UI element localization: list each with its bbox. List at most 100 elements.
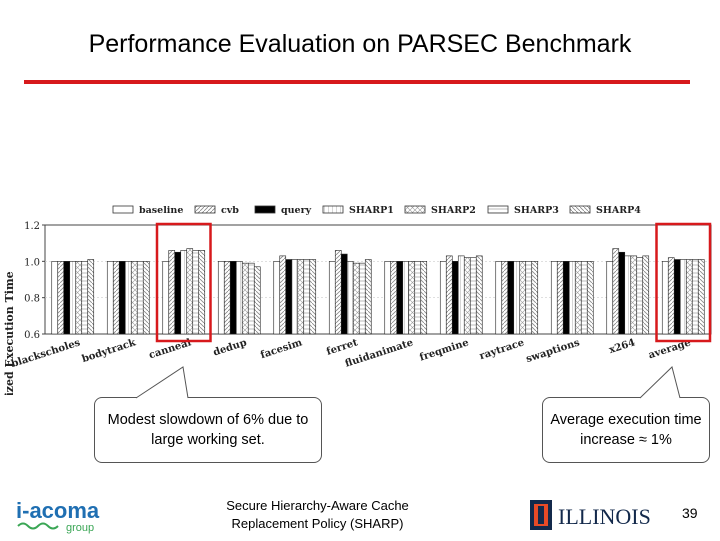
legend-label: query — [281, 205, 312, 216]
bar — [112, 261, 120, 335]
bar — [124, 261, 132, 335]
bar — [420, 261, 428, 335]
logo-left-text: i-acoma — [16, 498, 100, 523]
legend-swatch — [254, 205, 276, 214]
bar — [346, 261, 354, 335]
footer-text: Secure Hierarchy-Aware Cache Replacement… — [226, 498, 409, 531]
bar — [229, 261, 237, 335]
bar — [279, 255, 287, 335]
bar — [451, 261, 459, 335]
bar — [556, 261, 564, 335]
x-tick-label: ferret — [325, 337, 359, 358]
illinois-logo: ILLINOIS — [528, 498, 678, 534]
bar — [642, 255, 650, 335]
bar — [562, 261, 570, 335]
legend-swatch — [487, 205, 509, 214]
bar — [186, 248, 194, 335]
y-tick-label: 1.0 — [24, 257, 40, 268]
bar — [402, 261, 410, 335]
callout-average: Average execution time increase ≈ 1% — [542, 397, 710, 463]
bar — [180, 250, 188, 335]
x-tick-label: swaptions — [525, 337, 582, 365]
bar — [364, 259, 372, 335]
bar — [618, 251, 626, 335]
bar — [475, 255, 483, 335]
bar — [198, 250, 206, 335]
y-tick-label: 1.2 — [24, 221, 40, 232]
legend-label: SHARP3 — [514, 205, 559, 216]
legend-swatch — [194, 205, 216, 214]
x-tick-label: dedup — [212, 337, 248, 358]
slide-title: Performance Evaluation on PARSEC Benchma… — [88, 30, 632, 58]
bar — [223, 261, 231, 335]
bar — [697, 259, 705, 335]
bar — [531, 261, 539, 335]
logo-left-sub: group — [66, 522, 94, 534]
bar — [75, 261, 83, 335]
bar — [679, 259, 687, 335]
highlight-box — [155, 222, 212, 343]
bar — [624, 255, 632, 335]
bar — [574, 261, 582, 335]
logo-right-text: ILLINOIS — [558, 504, 651, 529]
bar — [142, 261, 150, 335]
bar — [118, 261, 126, 335]
bar — [241, 262, 249, 335]
y-tick-label: 0.6 — [24, 330, 40, 341]
bar — [568, 261, 576, 335]
bar — [507, 261, 515, 335]
bar — [334, 250, 342, 335]
legend-swatch — [112, 205, 134, 214]
bar — [519, 261, 527, 335]
bar — [192, 250, 200, 335]
bar — [81, 261, 89, 335]
bar — [457, 255, 465, 335]
bar — [673, 259, 681, 335]
bar — [309, 259, 317, 335]
bar — [130, 261, 138, 335]
i-acoma-logo: i-acoma group — [14, 496, 124, 536]
bar — [168, 250, 176, 335]
bar — [358, 262, 366, 335]
bar — [136, 261, 144, 335]
bar — [630, 255, 638, 335]
bar — [661, 261, 669, 335]
bar — [445, 255, 453, 335]
bar — [580, 261, 588, 335]
bar — [174, 251, 182, 335]
bar — [636, 257, 644, 335]
bar — [340, 253, 348, 335]
legend-label: cvb — [221, 205, 239, 216]
bar — [439, 261, 447, 335]
legend-swatch — [322, 205, 344, 214]
x-tick-label: raytrace — [478, 337, 526, 362]
bar — [667, 257, 675, 335]
bar — [495, 261, 503, 335]
legend-label: SHARP2 — [431, 205, 476, 216]
legend-swatch — [569, 205, 591, 214]
bar — [297, 259, 305, 335]
x-tick-label: bodytrack — [81, 337, 139, 365]
legend-label: baseline — [139, 205, 183, 216]
bar — [63, 261, 71, 335]
bar — [469, 257, 477, 335]
bar — [414, 261, 422, 335]
bar — [408, 261, 416, 335]
callout-canneal: Modest slowdown of 6% due to large worki… — [94, 397, 322, 463]
bar — [396, 261, 404, 335]
bar — [606, 261, 614, 335]
bar — [463, 257, 471, 335]
bar — [106, 261, 114, 335]
bar — [235, 261, 243, 335]
bar — [87, 259, 95, 335]
y-tick-label: 0.8 — [24, 294, 40, 305]
bar — [501, 261, 509, 335]
title-underline — [24, 80, 690, 84]
bar — [685, 259, 693, 335]
bar — [291, 259, 299, 335]
bar — [612, 248, 620, 335]
bar — [162, 261, 170, 335]
bar — [285, 259, 293, 335]
bar — [69, 261, 77, 335]
x-tick-label: blackscholes — [10, 337, 82, 370]
